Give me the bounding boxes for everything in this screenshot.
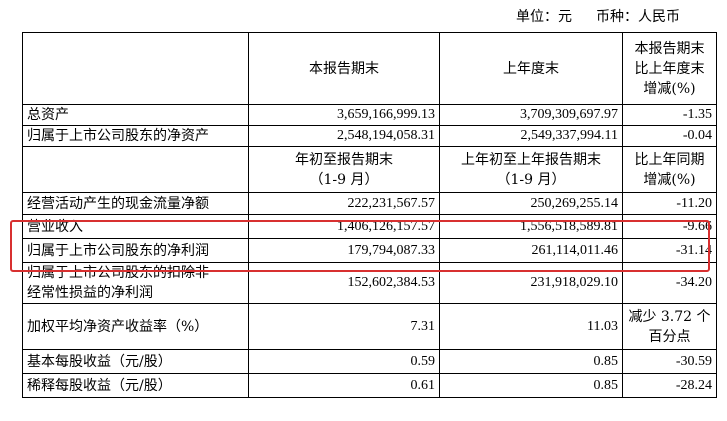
cell-prior: 3,709,309,697.97 [439, 104, 623, 126]
row-label: 稀释每股收益（元/股） [22, 373, 249, 398]
unit-label: 单位：元 [516, 9, 572, 25]
currency-label: 币种：人民币 [596, 9, 680, 25]
cell-current: 0.59 [248, 349, 440, 374]
header-empty-cell [22, 146, 249, 193]
header-current-period-end: 本报告期末 [248, 32, 440, 105]
cell-change: -9.66 [622, 214, 717, 239]
header-change-vs-year-end: 本报告期末 比上年度末 增减(%) [622, 32, 717, 105]
cell-current: 0.61 [248, 373, 440, 398]
table-row: 基本每股收益（元/股） 0.59 0.85 -30.59 [22, 349, 717, 374]
header-line: 增减(%) [643, 80, 696, 97]
header-line: 年初至报告期末 [295, 151, 393, 168]
row-label: 总资产 [22, 104, 249, 126]
header-line: 增减(%) [643, 171, 696, 188]
cell-change: -30.59 [622, 349, 717, 374]
cell-current: 179,794,087.33 [248, 238, 440, 263]
cell-current: 1,406,126,157.57 [248, 214, 440, 239]
cell-prior: 11.03 [439, 303, 623, 350]
cell-change: -31.14 [622, 238, 717, 263]
header-line: 上年初至上年报告期末 [461, 151, 601, 168]
cell-prior: 231,918,029.10 [439, 262, 623, 304]
table-row: 归属于上市公司股东的扣除非 经常性损益的净利润 152,602,384.53 2… [22, 262, 717, 304]
header-ytd-current: 年初至报告期末 （1-9 月） [248, 146, 440, 193]
cell-change: 减少 3.72 个 百分点 [622, 303, 717, 350]
cell-change: -1.35 [622, 104, 717, 126]
header-line: 比上年度末 [634, 60, 705, 77]
header-empty-cell [22, 32, 249, 105]
table-row: 加权平均净资产收益率（%） 7.31 11.03 减少 3.72 个 百分点 [22, 303, 717, 350]
cell-current: 222,231,567.57 [248, 192, 440, 215]
header-line: 本报告期末 [634, 40, 705, 57]
cell-prior: 250,269,255.14 [439, 192, 623, 215]
cell-prior: 2,549,337,994.11 [439, 125, 623, 147]
header-change-vs-prior-period: 比上年同期 增减(%) [622, 146, 717, 193]
cell-current: 3,659,166,999.13 [248, 104, 440, 126]
table-row: 归属于上市公司股东的净资产 2,548,194,058.31 2,549,337… [22, 125, 717, 147]
row-label: 加权平均净资产收益率（%） [22, 303, 249, 350]
row-label: 营业收入 [22, 214, 249, 239]
row-label: 经营活动产生的现金流量净额 [22, 192, 249, 215]
cell-current: 2,548,194,058.31 [248, 125, 440, 147]
row-label: 基本每股收益（元/股） [22, 349, 249, 374]
table-row: 稀释每股收益（元/股） 0.61 0.85 -28.24 [22, 373, 717, 398]
header-row-ytd: 年初至报告期末 （1-9 月） 上年初至上年报告期末 （1-9 月） 比上年同期… [22, 146, 717, 193]
cell-current: 7.31 [248, 303, 440, 350]
label-line: 经常性损益的净利润 [27, 285, 153, 301]
cell-change: -34.20 [622, 262, 717, 304]
table-row: 归属于上市公司股东的净利润 179,794,087.33 261,114,011… [22, 238, 717, 263]
header-line: （1-9 月） [309, 171, 379, 188]
header-prior-year-end: 上年度末 [439, 32, 623, 105]
value-line: 百分点 [648, 328, 691, 345]
value-line: 减少 3.72 个 [628, 308, 711, 325]
header-row-period-end: 本报告期末 上年度末 本报告期末 比上年度末 增减(%) [22, 32, 717, 105]
cell-prior: 261,114,011.46 [439, 238, 623, 263]
header-line: （1-9 月） [496, 171, 566, 188]
financial-data-table: 本报告期末 上年度末 本报告期末 比上年度末 增减(%) 总资产 3,659,1… [22, 32, 717, 398]
label-line: 归属于上市公司股东的扣除非 [27, 265, 209, 281]
cell-prior: 1,556,518,589.81 [439, 214, 623, 239]
row-label: 归属于上市公司股东的扣除非 经常性损益的净利润 [22, 262, 249, 304]
unit-currency-line: 单位：元 币种：人民币 [0, 4, 700, 30]
table-row: 经营活动产生的现金流量净额 222,231,567.57 250,269,255… [22, 192, 717, 215]
header-line: 比上年同期 [634, 151, 705, 168]
cell-change: -28.24 [622, 373, 717, 398]
cell-current: 152,602,384.53 [248, 262, 440, 304]
cell-prior: 0.85 [439, 349, 623, 374]
cell-change: -11.20 [622, 192, 717, 215]
table-row: 总资产 3,659,166,999.13 3,709,309,697.97 -1… [22, 104, 717, 126]
table-row: 营业收入 1,406,126,157.57 1,556,518,589.81 -… [22, 214, 717, 239]
row-label: 归属于上市公司股东的净利润 [22, 238, 249, 263]
row-label: 归属于上市公司股东的净资产 [22, 125, 249, 147]
cell-prior: 0.85 [439, 373, 623, 398]
cell-change: -0.04 [622, 125, 717, 147]
header-ytd-prior: 上年初至上年报告期末 （1-9 月） [439, 146, 623, 193]
